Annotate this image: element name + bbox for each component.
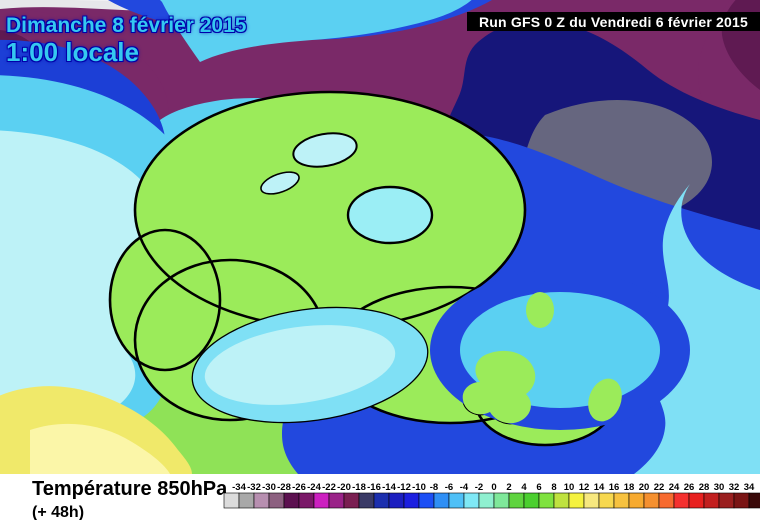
svg-text:32: 32 — [729, 482, 740, 493]
svg-text:-12: -12 — [397, 482, 411, 493]
svg-text:8: 8 — [551, 482, 556, 493]
svg-text:-18: -18 — [352, 482, 366, 493]
svg-text:4: 4 — [521, 482, 527, 493]
svg-text:18: 18 — [624, 482, 635, 493]
svg-text:28: 28 — [699, 482, 710, 493]
svg-text:10: 10 — [564, 482, 575, 493]
svg-text:16: 16 — [609, 482, 620, 493]
svg-text:-10: -10 — [412, 482, 426, 493]
svg-text:-32: -32 — [247, 482, 261, 493]
svg-text:-6: -6 — [445, 482, 453, 493]
svg-text:30: 30 — [714, 482, 725, 493]
svg-text:2: 2 — [506, 482, 511, 493]
svg-text:-8: -8 — [430, 482, 438, 493]
svg-text:24: 24 — [669, 482, 680, 493]
svg-text:34: 34 — [744, 482, 755, 493]
svg-text:-4: -4 — [460, 482, 469, 493]
svg-text:-26: -26 — [292, 482, 306, 493]
svg-text:22: 22 — [654, 482, 665, 493]
svg-text:6: 6 — [536, 482, 541, 493]
svg-text:12: 12 — [579, 482, 590, 493]
svg-text:26: 26 — [684, 482, 695, 493]
svg-text:-30: -30 — [262, 482, 276, 493]
svg-text:14: 14 — [594, 482, 605, 493]
svg-text:-34: -34 — [232, 482, 246, 493]
svg-text:-16: -16 — [367, 482, 381, 493]
svg-text:-14: -14 — [382, 482, 396, 493]
svg-text:-20: -20 — [337, 482, 351, 493]
svg-text:-2: -2 — [475, 482, 483, 493]
svg-text:-28: -28 — [277, 482, 291, 493]
svg-text:-22: -22 — [322, 482, 336, 493]
svg-text:0: 0 — [491, 482, 496, 493]
svg-text:20: 20 — [639, 482, 650, 493]
svg-text:-24: -24 — [307, 482, 321, 493]
